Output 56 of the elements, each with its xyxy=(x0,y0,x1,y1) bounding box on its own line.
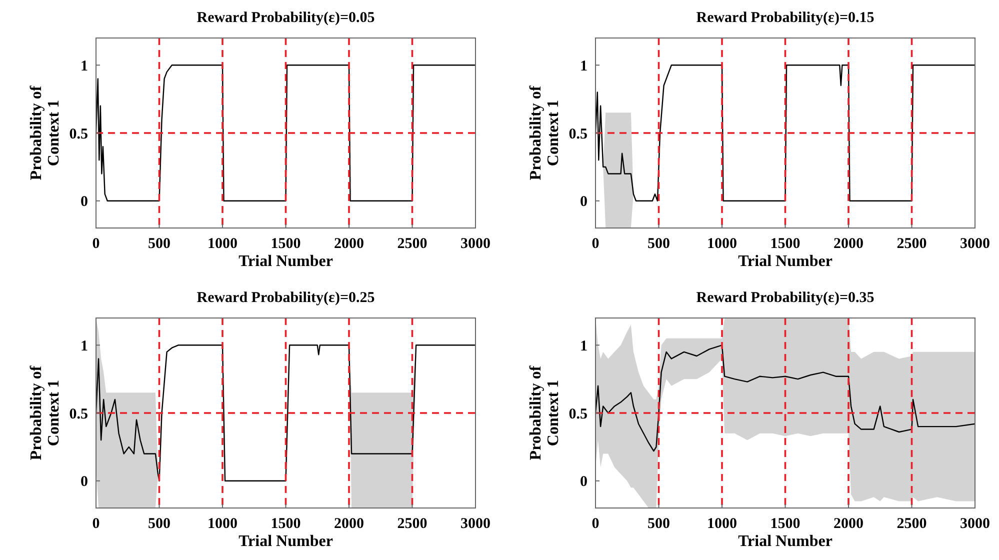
y-tick-label: 1 xyxy=(80,58,88,74)
x-tick-label: 500 xyxy=(648,236,670,252)
x-tick-label: 1500 xyxy=(770,236,800,252)
x-tick-label: 0 xyxy=(92,516,100,532)
x-axis-title: Trial Number xyxy=(238,253,333,270)
x-tick-label: 3000 xyxy=(460,516,490,532)
x-tick-label: 2500 xyxy=(397,236,428,252)
x-tick-label: 500 xyxy=(148,236,170,252)
x-tick-label: 0 xyxy=(592,236,600,252)
x-tick-label: 2500 xyxy=(397,516,428,532)
chart-title: Reward Probability(ε)=0.25 xyxy=(196,290,375,306)
line-series xyxy=(596,64,975,202)
y-tick-label: 0 xyxy=(80,474,88,490)
x-axis-title: Trial Number xyxy=(738,253,832,270)
x-tick-label: 1000 xyxy=(208,236,238,252)
x-axis-title: Trial Number xyxy=(738,533,832,550)
x-tick-label: 1500 xyxy=(770,516,800,532)
y-axis-title: Probability of Context 1 xyxy=(28,85,62,180)
x-tick-label: 1000 xyxy=(707,516,737,532)
x-tick-label: 500 xyxy=(648,516,670,532)
x-tick-label: 2500 xyxy=(896,236,927,252)
y-tick-label: 1 xyxy=(580,58,588,74)
x-tick-label: 3000 xyxy=(960,516,990,532)
x-tick-label: 2000 xyxy=(334,516,364,532)
x-axis-title: Trial Number xyxy=(238,533,333,550)
line-series xyxy=(96,64,476,202)
x-tick-label: 1500 xyxy=(270,236,301,252)
line-series xyxy=(596,344,975,452)
y-axis-title: Probability of Context 1 xyxy=(28,365,62,460)
chart-title: Reward Probability(ε)=0.35 xyxy=(696,290,874,306)
x-tick-label: 500 xyxy=(148,516,170,532)
y-axis-title: Probability of Context 1 xyxy=(527,365,562,460)
x-tick-label: 0 xyxy=(592,516,600,532)
y-axis-title: Probability of Context 1 xyxy=(527,85,562,180)
x-tick-label: 2000 xyxy=(834,236,864,252)
y-tick-label: 1 xyxy=(80,338,88,354)
x-tick-label: 3000 xyxy=(960,236,990,252)
x-tick-label: 2000 xyxy=(834,516,864,532)
y-tick-label: 0.5 xyxy=(568,126,588,142)
x-tick-label: 1000 xyxy=(208,516,238,532)
x-tick-label: 2000 xyxy=(334,236,364,252)
chart-title: Reward Probability(ε)=0.15 xyxy=(696,10,874,26)
chart-title: Reward Probability(ε)=0.05 xyxy=(196,10,375,26)
y-tick-label: 0 xyxy=(580,194,588,210)
y-tick-label: 0.5 xyxy=(69,406,88,422)
y-tick-label: 0 xyxy=(580,474,588,490)
y-tick-label: 0.5 xyxy=(568,406,588,422)
x-tick-label: 1500 xyxy=(270,516,301,532)
x-tick-label: 1000 xyxy=(707,236,737,252)
x-tick-label: 2500 xyxy=(896,516,927,532)
y-tick-label: 0 xyxy=(80,194,88,210)
y-tick-label: 1 xyxy=(580,338,588,354)
x-tick-label: 0 xyxy=(92,236,100,252)
y-tick-label: 0.5 xyxy=(69,126,88,142)
x-tick-label: 3000 xyxy=(460,236,490,252)
line-series xyxy=(96,344,476,482)
